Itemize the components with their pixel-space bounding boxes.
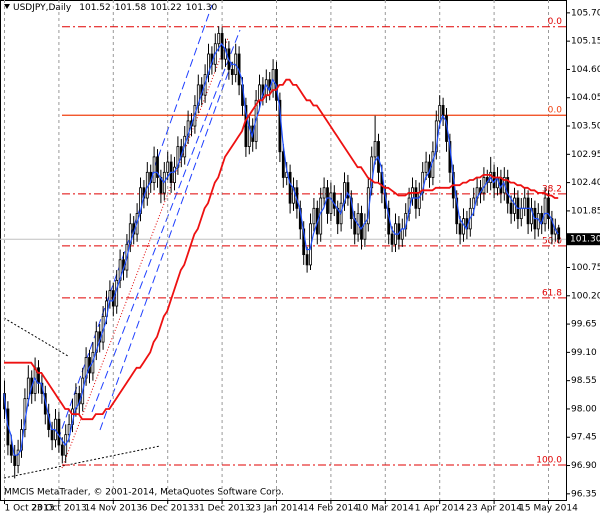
- triangle-line: [3, 445, 161, 479]
- y-tick-label: 102.95: [571, 150, 600, 160]
- y-tick-label: 101.85: [571, 206, 600, 216]
- candle-body: [322, 187, 326, 199]
- candle-body: [363, 223, 367, 240]
- x-tick-label: 14 Nov 2013: [84, 504, 142, 514]
- candle-body: [108, 290, 112, 302]
- x-tick-label: 14 Feb 2014: [303, 504, 359, 514]
- header-value: 101.22: [150, 3, 182, 13]
- candle-body: [326, 187, 329, 214]
- candle-body: [543, 197, 547, 225]
- trend-line: [61, 37, 229, 469]
- x-tick-label: 31 Dec 2013: [193, 504, 251, 514]
- x-tick-label: 23 Apr 2014: [466, 504, 522, 514]
- y-tick-label: 105.70: [571, 8, 600, 18]
- y-tick-label: 100.75: [571, 263, 600, 273]
- y-tick-label: 104.60: [571, 65, 600, 75]
- candle-body: [509, 202, 513, 214]
- candle-body: [57, 418, 61, 446]
- candle-body: [400, 228, 404, 240]
- candle-body: [152, 156, 156, 184]
- candle-body: [431, 151, 435, 178]
- candle-body: [13, 454, 17, 466]
- fib-label: 0.0: [548, 106, 563, 116]
- footer: MMCIS MetaTrader, © 2001-2014, MetaQuote…: [4, 488, 284, 498]
- indicator-line: [4, 78, 559, 421]
- x-tick-label: 10 Mar 2014: [357, 504, 414, 514]
- candle-body: [526, 197, 530, 225]
- y-tick-label: 99.10: [571, 348, 597, 358]
- candle-body: [319, 197, 323, 235]
- candle-body: [115, 279, 119, 307]
- header-value: 101.30: [186, 3, 218, 13]
- candle-body: [16, 449, 20, 466]
- candle-body: [244, 105, 248, 148]
- header-value: 101.58: [115, 3, 147, 13]
- fib-label: 38.2: [542, 184, 562, 194]
- candle-body: [9, 444, 13, 456]
- y-tick-label: 100.20: [571, 291, 600, 301]
- y-tick-label: 103.50: [571, 122, 600, 132]
- candle-body: [329, 192, 333, 214]
- y-tick-label: 97.45: [571, 433, 597, 443]
- last-price-box: [567, 233, 600, 246]
- candle-body: [472, 197, 476, 209]
- y-tick-label: 102.40: [571, 178, 600, 188]
- y-tick-label: 99.65: [571, 320, 597, 330]
- candle-body: [305, 254, 309, 266]
- candle-body: [37, 367, 40, 384]
- candle-body: [373, 141, 377, 158]
- candle-body: [281, 151, 285, 178]
- fib-label: 100.0: [536, 456, 562, 466]
- y-tick-label: 96.90: [571, 461, 597, 471]
- chart-title: USDJPY,Daily: [13, 3, 72, 13]
- channel-line: [91, 29, 241, 413]
- header-value: 101.52: [79, 3, 111, 13]
- candle-body: [60, 444, 64, 456]
- candle-body: [67, 423, 71, 436]
- channel-line: [57, 4, 213, 441]
- candle-body: [26, 377, 30, 400]
- y-tick-label: 98.55: [571, 376, 597, 386]
- last-price-label: 101.30: [570, 235, 600, 245]
- candle-body: [458, 223, 462, 235]
- candle-body: [50, 429, 54, 441]
- y-tick-label: 105.15: [571, 37, 600, 47]
- y-tick-label: 96.35: [571, 489, 597, 499]
- candle-body: [312, 207, 316, 225]
- x-tick-label: 23 Oct 2013: [31, 504, 87, 514]
- candle-body: [288, 171, 292, 204]
- candle-body: [441, 105, 445, 117]
- indicator-line: [3, 42, 559, 456]
- x-tick-label: 1 Oct 2013: [5, 504, 55, 514]
- candle-body: [390, 233, 394, 245]
- candle-body: [217, 33, 221, 45]
- candle-body: [346, 182, 350, 199]
- fib-label: 61.8: [542, 288, 562, 298]
- x-tick-label: 23 Jan 2014: [250, 504, 304, 514]
- candle-body: [523, 197, 527, 209]
- candle-body: [547, 197, 550, 220]
- candle-body: [230, 69, 234, 75]
- candle-body: [173, 166, 176, 184]
- x-tick-label: 1 Apr 2014: [415, 504, 465, 514]
- triangle-line: [3, 317, 69, 357]
- plot-frame: [0, 0, 567, 501]
- fib-label: 0.0: [548, 17, 563, 27]
- candle-body: [166, 161, 170, 173]
- x-tick-label: 6 Dec 2013: [142, 504, 194, 514]
- candle-body: [258, 84, 261, 101]
- candle-body: [519, 207, 523, 220]
- chart-header: USDJPY,Daily 101.52 101.58 101.22 101.30: [13, 3, 218, 13]
- x-tick-label: 15 May 2014: [519, 504, 578, 514]
- candle-body: [156, 156, 159, 178]
- candle-body: [332, 192, 336, 209]
- candle-body: [438, 105, 442, 122]
- candle-body: [424, 161, 428, 173]
- y-tick-label: 98.00: [571, 404, 597, 414]
- symbol-icon: [4, 4, 10, 9]
- y-tick-label: 104.05: [571, 93, 600, 103]
